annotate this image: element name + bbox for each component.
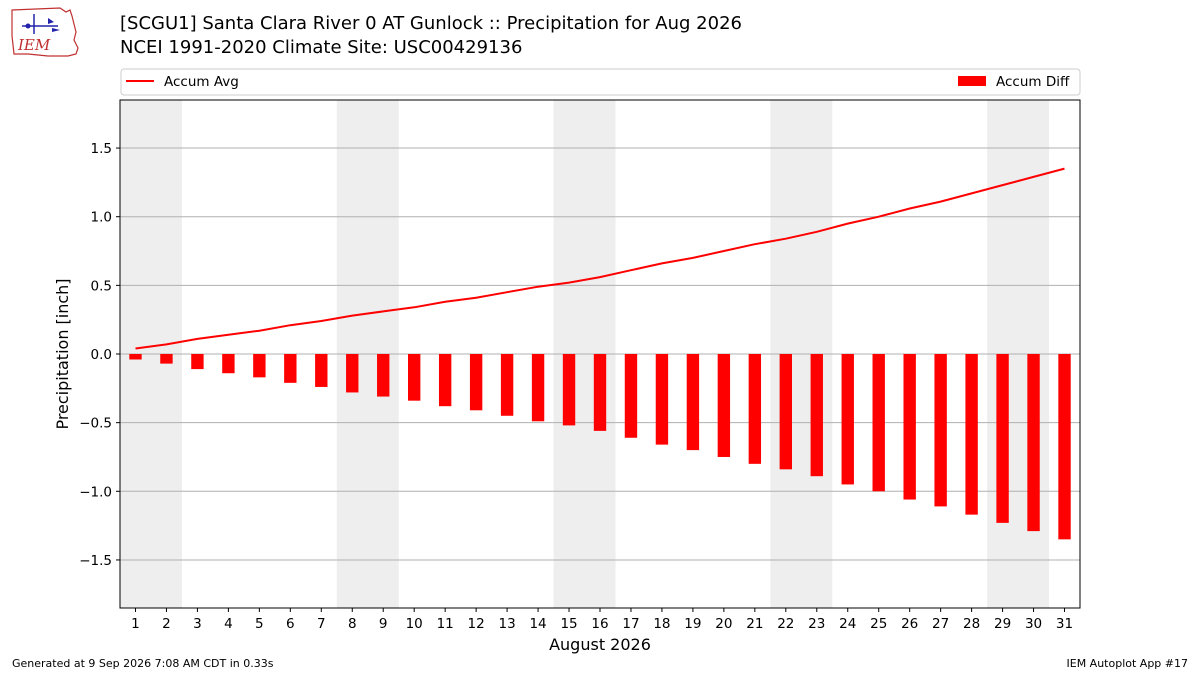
accum-diff-bar (903, 354, 916, 500)
chart-subtitle: NCEI 1991-2020 Climate Site: USC00429136 (120, 37, 523, 58)
iowa-outline-icon (11, 7, 79, 57)
accum-diff-bar (129, 354, 142, 360)
x-tick-label: 18 (653, 616, 670, 632)
accum-diff-bar (284, 354, 297, 383)
x-tick-label: 25 (870, 616, 887, 632)
accum-diff-bar (624, 354, 638, 438)
accum-diff-bar (593, 354, 607, 431)
accum-diff-bar (377, 354, 390, 397)
x-tick-label: 2 (162, 616, 171, 632)
accum-diff-bar (872, 354, 885, 492)
y-tick-label: 0.5 (91, 278, 112, 294)
y-tick-label: −0.5 (79, 416, 112, 432)
accum-diff-bar (346, 354, 359, 393)
x-tick-label: 11 (437, 616, 454, 632)
x-tick-label: 22 (777, 616, 794, 632)
x-tick-label: 20 (715, 616, 732, 632)
accum-diff-bar (841, 354, 854, 485)
x-tick-label: 15 (560, 616, 577, 632)
accum-diff-bar (160, 354, 173, 364)
accum-avg-series (135, 167, 1065, 350)
x-tick-label: 12 (468, 616, 485, 632)
x-axis-label: August 2026 (549, 635, 651, 654)
x-tick-label: 10 (406, 616, 423, 632)
generated-timestamp: Generated at 9 Sep 2026 7:08 AM CDT in 0… (12, 657, 274, 670)
x-tick-label: 27 (932, 616, 949, 632)
x-tick-label: 26 (901, 616, 918, 632)
y-tick-label: −1.5 (79, 553, 112, 569)
accum-diff-bar (562, 354, 576, 426)
accum-diff-bar (934, 354, 947, 507)
accum-diff-bars (129, 354, 1071, 540)
legend: Accum Avg Accum Diff (120, 68, 1081, 96)
x-tick-label: 14 (529, 616, 546, 632)
y-tick-label: 0.0 (91, 347, 112, 363)
accum-diff-bar (531, 354, 545, 422)
accum-diff-bar (500, 354, 514, 416)
accum-diff-bar (408, 354, 421, 401)
x-tick-label: 7 (317, 616, 326, 632)
accum-diff-bar (686, 354, 700, 451)
x-tick-label: 16 (591, 616, 608, 632)
accum-diff-bar (748, 354, 762, 464)
x-tick-label: 19 (684, 616, 701, 632)
x-tick-label: 29 (994, 616, 1011, 632)
x-axis-ticks: 1 2 3 4 5 6 7 8 9 10 11 12 13 14 15 16 17 18 19 20 21 22 23 24 2… (131, 608, 1073, 632)
accum-diff-bar (655, 354, 669, 445)
x-tick-label: 31 (1056, 616, 1073, 632)
accum-diff-bar (717, 354, 731, 457)
accum-diff-bar (438, 354, 452, 407)
x-tick-label: 21 (746, 616, 763, 632)
y-tick-label: 1.0 (91, 210, 112, 226)
x-tick-label: 3 (193, 616, 202, 632)
y-tick-label: −1.0 (79, 484, 112, 500)
x-tick-label: 6 (286, 616, 295, 632)
accum-diff-bar (810, 354, 823, 477)
x-tick-label: 5 (255, 616, 264, 632)
x-tick-label: 1 (131, 616, 140, 632)
legend-label-accum-avg: Accum Avg (164, 74, 239, 90)
x-tick-label: 8 (348, 616, 357, 632)
accum-diff-bar (191, 354, 204, 370)
chart-title: [SCGU1] Santa Clara River 0 AT Gunlock :… (120, 13, 742, 34)
legend-label-accum-diff: Accum Diff (996, 74, 1070, 90)
accum-diff-bar (222, 354, 235, 374)
x-tick-label: 23 (808, 616, 825, 632)
accum-avg-line (135, 167, 1065, 350)
legend-swatch-accum-diff (958, 76, 986, 86)
y-axis-label: Precipitation [inch] (53, 278, 72, 429)
y-axis-ticks: −1.5 −1.0 −0.5 0.0 0.5 1.0 1.5 (79, 141, 120, 569)
accum-diff-bar (1027, 354, 1040, 532)
accum-diff-bar (253, 354, 266, 378)
legend-frame (120, 68, 1081, 96)
x-tick-label: 17 (622, 616, 639, 632)
x-tick-label: 9 (379, 616, 388, 632)
accum-diff-bar (315, 354, 328, 387)
accum-diff-bar (779, 354, 792, 470)
app-credit: IEM Autoplot App #17 (1066, 657, 1189, 670)
logo-text: IEM (17, 36, 51, 54)
x-tick-label: 4 (224, 616, 233, 632)
accum-diff-bar (965, 354, 978, 515)
accum-diff-bar (1058, 354, 1071, 540)
x-tick-label: 28 (963, 616, 980, 632)
iem-logo: IEM (11, 7, 79, 57)
x-tick-label: 24 (839, 616, 856, 632)
accum-diff-bar (996, 354, 1009, 523)
x-tick-label: 13 (499, 616, 516, 632)
x-tick-label: 30 (1025, 616, 1042, 632)
y-tick-label: 1.5 (91, 141, 112, 157)
accum-diff-bar (469, 354, 483, 411)
